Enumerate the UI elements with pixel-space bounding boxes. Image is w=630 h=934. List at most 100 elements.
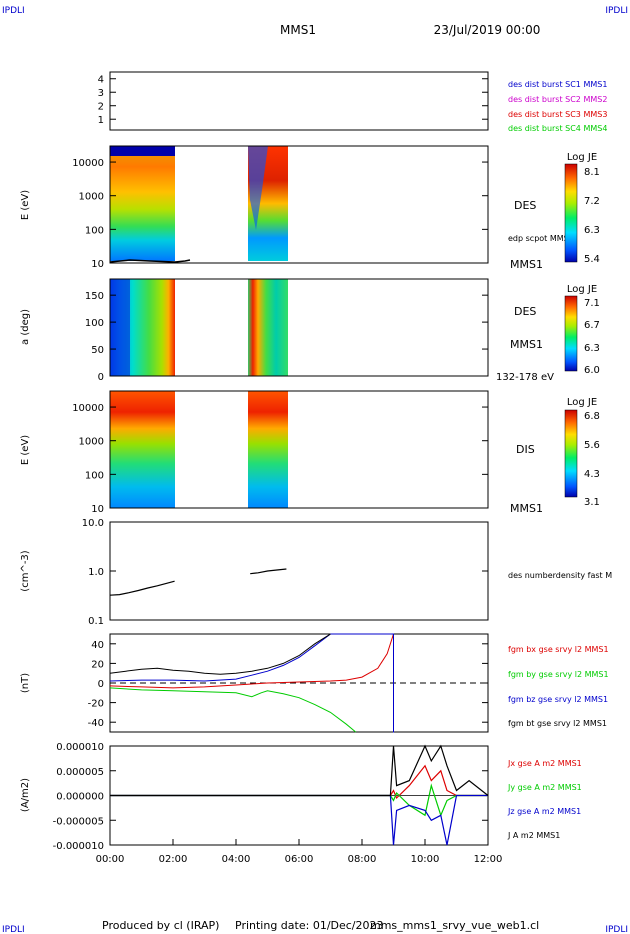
des-energy-ytick-label-10000: 10000 <box>72 158 104 169</box>
current-ytick-label-3: -0.000005 <box>53 816 104 827</box>
dis-energy-panel: 10000 1000 100 10 E (eV) DIS MMS1 Log JE 6.… <box>20 390 600 515</box>
dis-energy-cbar-tick-3: 4.3 <box>584 469 600 480</box>
field-yticks: 40 20 0 -20 -40 <box>88 640 488 729</box>
current-lines <box>110 744 489 846</box>
field-bx-line <box>109 633 394 689</box>
burst-ytick-label-1: 1 <box>98 115 104 126</box>
des-energy-colorbar <box>564 163 578 263</box>
burst-legend-2: des dist burst SC2 MMS2 <box>508 95 607 104</box>
current-jz-line <box>110 794 488 846</box>
current-j-line <box>110 744 489 797</box>
current-xtick-label-5: 10:00 <box>411 854 440 865</box>
des-pitch-frame <box>109 278 489 377</box>
des-pitch-energy-range: 132-178 eV <box>496 372 554 383</box>
field-legend-by: fgm by gse srvy l2 MMS1 <box>508 670 609 679</box>
dis-energy-frame <box>109 390 489 509</box>
footer-filename: mms_mms1_srvy_vue_web1.cl <box>370 919 539 932</box>
des-pitch-ylabel: a (deg) <box>20 309 31 345</box>
current-jx-line <box>110 764 488 800</box>
density-ylabel: (cm^-3) <box>20 550 31 591</box>
corner-label-right-bottom: IPDLI <box>605 925 628 934</box>
density-frame <box>109 521 489 621</box>
burst-panel: 4 3 2 1 des dist burst SC1 MMS1 des dist bu… <box>98 71 607 133</box>
des-energy-ytick-label-1000: 1000 <box>79 192 104 203</box>
field-legend-bx: fgm bx gse srvy l2 MMS1 <box>508 645 609 654</box>
des-pitch-cbar-tick-3: 6.3 <box>584 343 600 354</box>
des-pitch-panel: 150 100 50 0 a (deg) DES MMS1 132-178 eV Lo… <box>20 278 600 383</box>
current-xtick-label-6: 12:00 <box>474 854 503 865</box>
dis-energy-ytick-label-100: 100 <box>85 470 104 481</box>
des-pitch-ytick-label-150: 150 <box>85 291 104 302</box>
dis-energy-heatmap <box>110 391 288 508</box>
density-series-label: des numberdensity fast M <box>508 571 612 580</box>
field-ytick-label--20: -20 <box>88 699 104 710</box>
current-yticks: 0.000010 0.000005 0.000000 -0.000005 -0.0000… <box>53 742 488 852</box>
dis-energy-instrument: DIS <box>516 443 535 456</box>
dis-energy-spacecraft-label: MMS1 <box>510 502 543 515</box>
current-ytick-label-1: 0.000005 <box>56 767 104 778</box>
des-pitch-ytick-label-0: 0 <box>98 372 104 383</box>
current-ytick-label-0: 0.000010 <box>56 742 104 753</box>
des-energy-block-1-top <box>110 146 175 156</box>
current-ytick-label-2: 0.000000 <box>56 792 104 803</box>
burst-legend-1: des dist burst SC1 MMS1 <box>508 80 607 89</box>
des-energy-block-1 <box>110 146 175 261</box>
density-yticks: 10.0 1.0 0.1 <box>82 518 488 627</box>
burst-panel-yticks: 4 3 2 1 <box>98 75 488 126</box>
current-xticks: 00:00 02:00 04:00 06:00 08:00 10:00 12:00 <box>96 839 503 865</box>
density-ytick-label-0.1: 0.1 <box>88 616 104 627</box>
burst-ytick-label-4: 4 <box>98 75 104 86</box>
current-ylabel: (A/m2) <box>20 778 31 812</box>
des-pitch-cbar-tick-1: 7.1 <box>584 298 600 309</box>
des-energy-instrument: DES <box>514 199 536 212</box>
current-xtick-label-3: 06:00 <box>285 854 314 865</box>
dis-energy-ytick-label-1000: 1000 <box>79 437 104 448</box>
field-bt-line <box>109 633 331 675</box>
dis-energy-colorbar-title: Log JE <box>567 397 597 408</box>
field-ytick-label-20: 20 <box>91 659 104 670</box>
density-ytick-label-10.0: 10.0 <box>82 518 104 529</box>
des-energy-cbar-tick-4: 5.4 <box>584 254 600 265</box>
burst-legend-3: des dist burst SC3 MMS3 <box>508 110 607 119</box>
date-title: 23/Jul/2019 00:00 <box>434 23 541 37</box>
corner-label-left-top: IPDLI <box>2 6 25 16</box>
field-ytick-label-40: 40 <box>91 640 104 651</box>
spacecraft-title: MMS1 <box>280 23 316 37</box>
current-xtick-label-2: 04:00 <box>222 854 251 865</box>
field-ytick-label-0: 0 <box>98 679 104 690</box>
footer-printing-date: Printing date: 01/Dec/2023 <box>235 919 384 932</box>
dis-energy-cbar-tick-1: 6.8 <box>584 411 600 422</box>
dis-energy-cbar-tick-4: 3.1 <box>584 497 600 508</box>
field-by-line <box>109 687 357 733</box>
dis-energy-yticks: 10000 1000 100 10 <box>72 403 488 515</box>
field-panel: 40 20 0 -20 -40 (nT) fgm bx gse srvy l2 MMS1… <box>20 633 609 733</box>
current-legend-jz: Jz gse A m2 MMS1 <box>507 807 581 816</box>
des-energy-cbar-tick-3: 6.3 <box>584 225 600 236</box>
des-energy-panel: 10000 1000 100 10 E (eV) DES edp scpot MMS1… <box>20 145 600 271</box>
des-energy-ytick-label-10: 10 <box>91 259 104 270</box>
des-energy-spacecraft-label: MMS1 <box>510 258 543 271</box>
des-pitch-colorbar-title: Log JE <box>567 284 597 295</box>
burst-legend-4: des dist burst SC4 MMS4 <box>508 124 607 133</box>
dis-energy-colorbar <box>564 409 578 498</box>
density-lines <box>109 568 287 596</box>
des-pitch-instrument: DES <box>514 305 536 318</box>
burst-ytick-label-3: 3 <box>98 88 104 99</box>
current-ytick-label-4: -0.000010 <box>53 841 104 852</box>
field-legend-bz: fgm bz gse srvy l2 MMS1 <box>508 695 608 704</box>
dis-energy-ytick-label-10: 10 <box>91 504 104 515</box>
des-energy-colorbar-title: Log JE <box>567 152 597 163</box>
current-legend-j: J A m2 MMS1 <box>507 831 560 840</box>
current-panel: 0.000010 0.000005 0.000000 -0.000005 -0.0000… <box>20 742 582 865</box>
des-energy-block-2-notch <box>248 146 268 230</box>
field-bz-line <box>109 633 395 733</box>
footer-produced-by: Produced by cl (IRAP) <box>102 919 219 932</box>
density-series-line-2 <box>250 568 287 575</box>
current-legend-jx: Jx gse A m2 MMS1 <box>507 759 582 768</box>
density-series-line-1 <box>109 580 175 596</box>
density-ytick-label-1.0: 1.0 <box>88 567 104 578</box>
des-pitch-ytick-label-50: 50 <box>91 345 104 356</box>
des-pitch-block-2 <box>248 279 288 376</box>
des-pitch-spacecraft-label: MMS1 <box>510 338 543 351</box>
